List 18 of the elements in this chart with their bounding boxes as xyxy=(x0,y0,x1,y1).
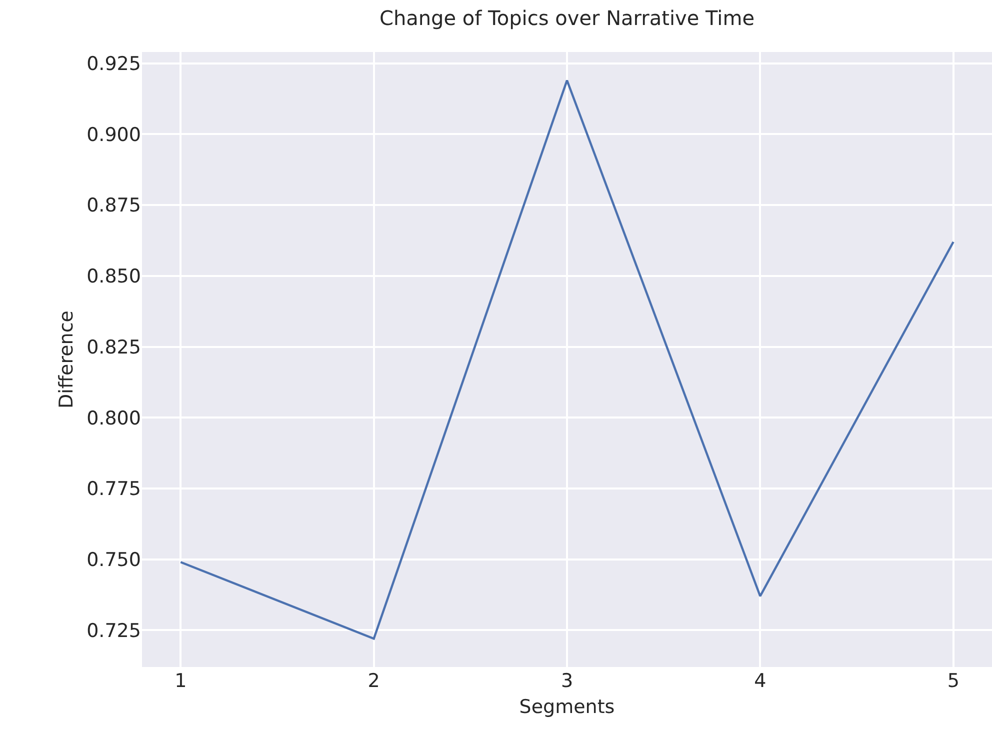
y-tick-label: 0.825 xyxy=(86,336,141,358)
x-tick-label: 3 xyxy=(560,670,574,692)
x-tick-label: 2 xyxy=(368,670,380,692)
y-tick-label: 0.850 xyxy=(86,266,141,288)
y-tick-label: 0.725 xyxy=(86,620,141,642)
x-tick-label: 1 xyxy=(174,670,187,692)
y-axis-title: Difference xyxy=(55,310,78,408)
y-tick-label: 0.775 xyxy=(86,478,141,500)
y-tick-label: 0.750 xyxy=(86,548,141,571)
x-tick-label: 4 xyxy=(754,670,766,692)
y-tick-label: 0.800 xyxy=(86,407,141,430)
y-tick-label: 0.900 xyxy=(86,124,141,146)
x-axis-title: Segments xyxy=(519,696,615,718)
chart-title: Change of Topics over Narrative Time xyxy=(379,6,755,30)
line-series xyxy=(180,79,954,640)
y-tick-label: 0.875 xyxy=(86,194,141,217)
y-tick-label: 0.925 xyxy=(86,52,141,75)
x-tick-label: 5 xyxy=(947,670,960,692)
